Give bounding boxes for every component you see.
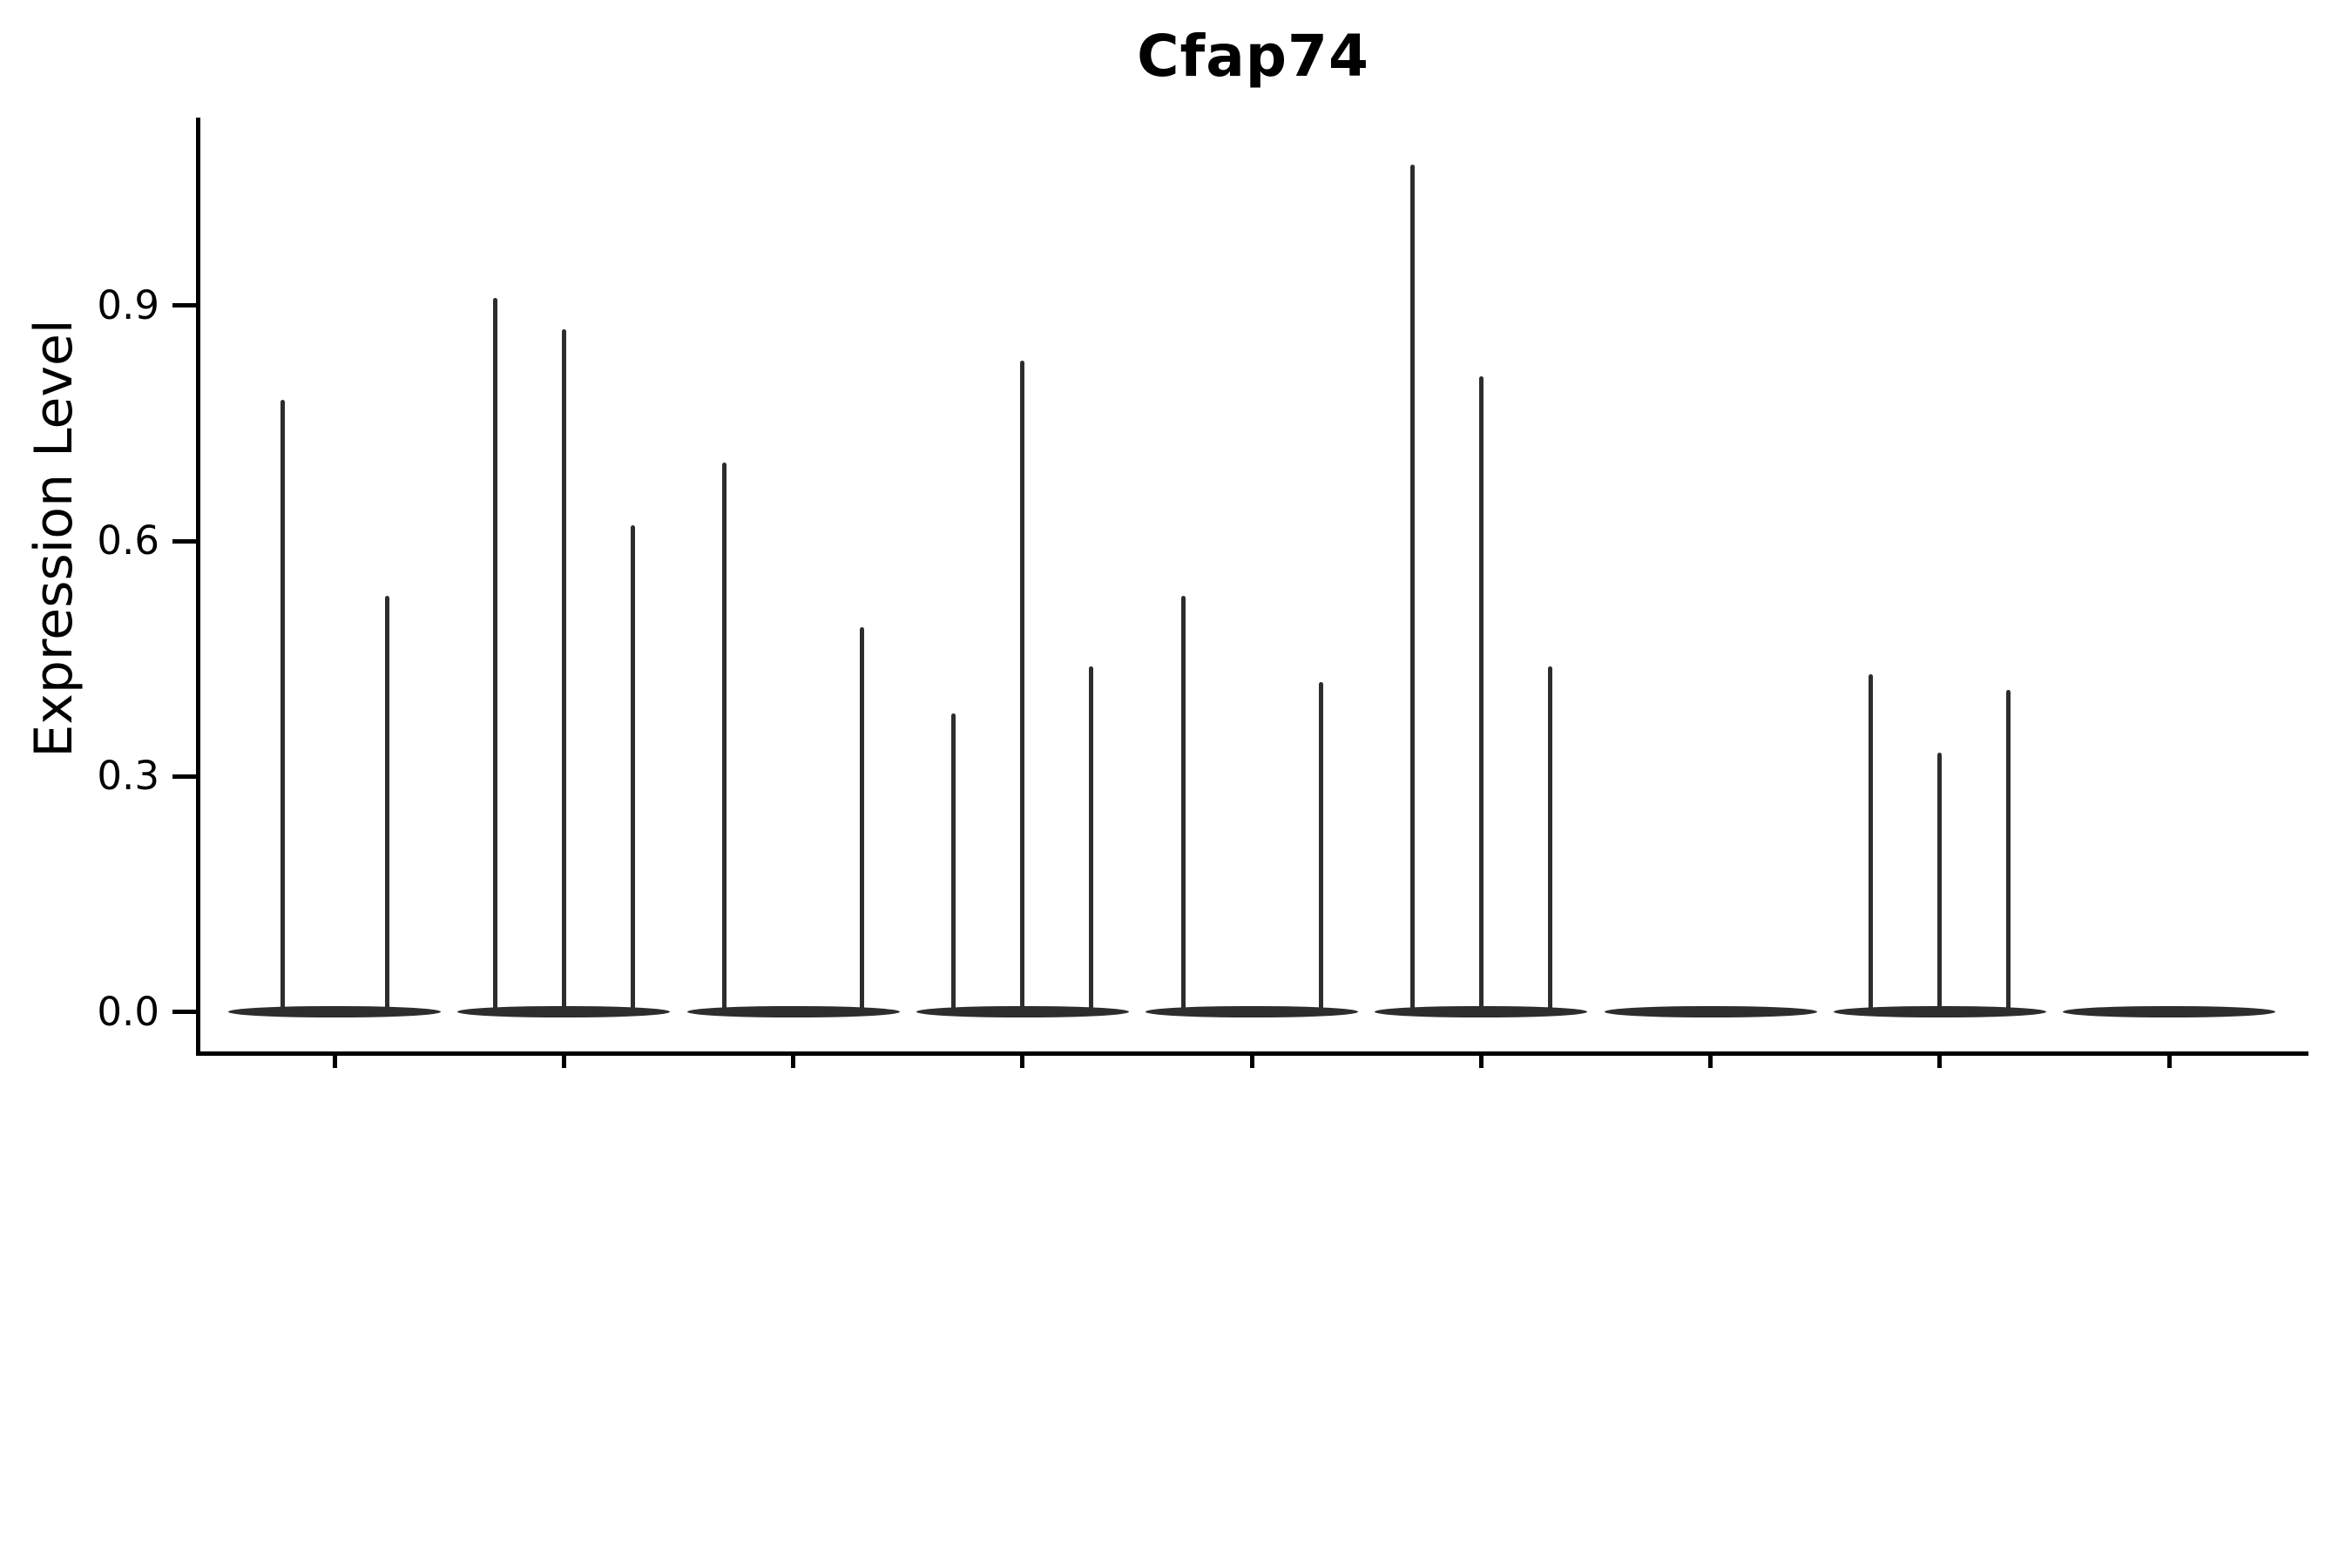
x-tick bbox=[332, 1056, 337, 1068]
y-tick bbox=[172, 303, 196, 308]
y-tick bbox=[172, 538, 196, 544]
x-tick bbox=[1478, 1056, 1484, 1068]
x-tick bbox=[791, 1056, 795, 1068]
violin-spike bbox=[1869, 674, 1874, 1012]
violin-spike bbox=[951, 713, 956, 1012]
violin-baseline bbox=[1375, 1006, 1588, 1018]
violin-spike bbox=[630, 525, 635, 1012]
violin-spike bbox=[860, 627, 864, 1012]
violin-baseline bbox=[228, 1006, 441, 1018]
x-tick bbox=[1249, 1056, 1254, 1068]
violin-baseline bbox=[457, 1006, 671, 1018]
violin-spike bbox=[1180, 596, 1186, 1012]
y-tick bbox=[172, 774, 196, 779]
y-tick-label: 0.6 bbox=[97, 517, 159, 564]
x-tick bbox=[1708, 1056, 1713, 1068]
violin-spike bbox=[2006, 690, 2011, 1012]
x-axis-line bbox=[196, 1051, 2308, 1056]
violin-baseline bbox=[1604, 1006, 1817, 1018]
violin-spike bbox=[722, 463, 727, 1012]
violin-baseline bbox=[916, 1006, 1129, 1018]
violin-spike bbox=[1318, 682, 1323, 1012]
violin-baseline bbox=[1146, 1006, 1358, 1018]
violin-spike bbox=[1937, 753, 1943, 1012]
y-tick-label: 0.0 bbox=[97, 988, 159, 1035]
violin-baseline bbox=[1833, 1006, 2046, 1018]
y-tick-label: 0.9 bbox=[97, 281, 159, 328]
y-tick bbox=[172, 1010, 196, 1015]
violin-spike bbox=[1547, 666, 1552, 1012]
y-tick-label: 0.3 bbox=[97, 753, 159, 800]
x-tick bbox=[1020, 1056, 1025, 1068]
violin-baseline bbox=[2063, 1006, 2275, 1018]
violin-spike bbox=[1409, 164, 1415, 1012]
x-tick bbox=[1937, 1056, 1943, 1068]
violin-spike bbox=[384, 596, 389, 1012]
violin-spike bbox=[1089, 666, 1094, 1012]
violin-spike bbox=[492, 297, 497, 1012]
violin-spike bbox=[280, 399, 285, 1012]
violin-spike bbox=[1478, 375, 1484, 1012]
violin-baseline bbox=[686, 1006, 900, 1018]
y-axis-line bbox=[196, 118, 200, 1056]
x-tick bbox=[561, 1056, 566, 1068]
violin-spike bbox=[1020, 360, 1025, 1012]
chart-title: Cfap74 bbox=[1137, 23, 1369, 90]
x-tick bbox=[2166, 1056, 2172, 1068]
violin-spike bbox=[561, 328, 566, 1012]
